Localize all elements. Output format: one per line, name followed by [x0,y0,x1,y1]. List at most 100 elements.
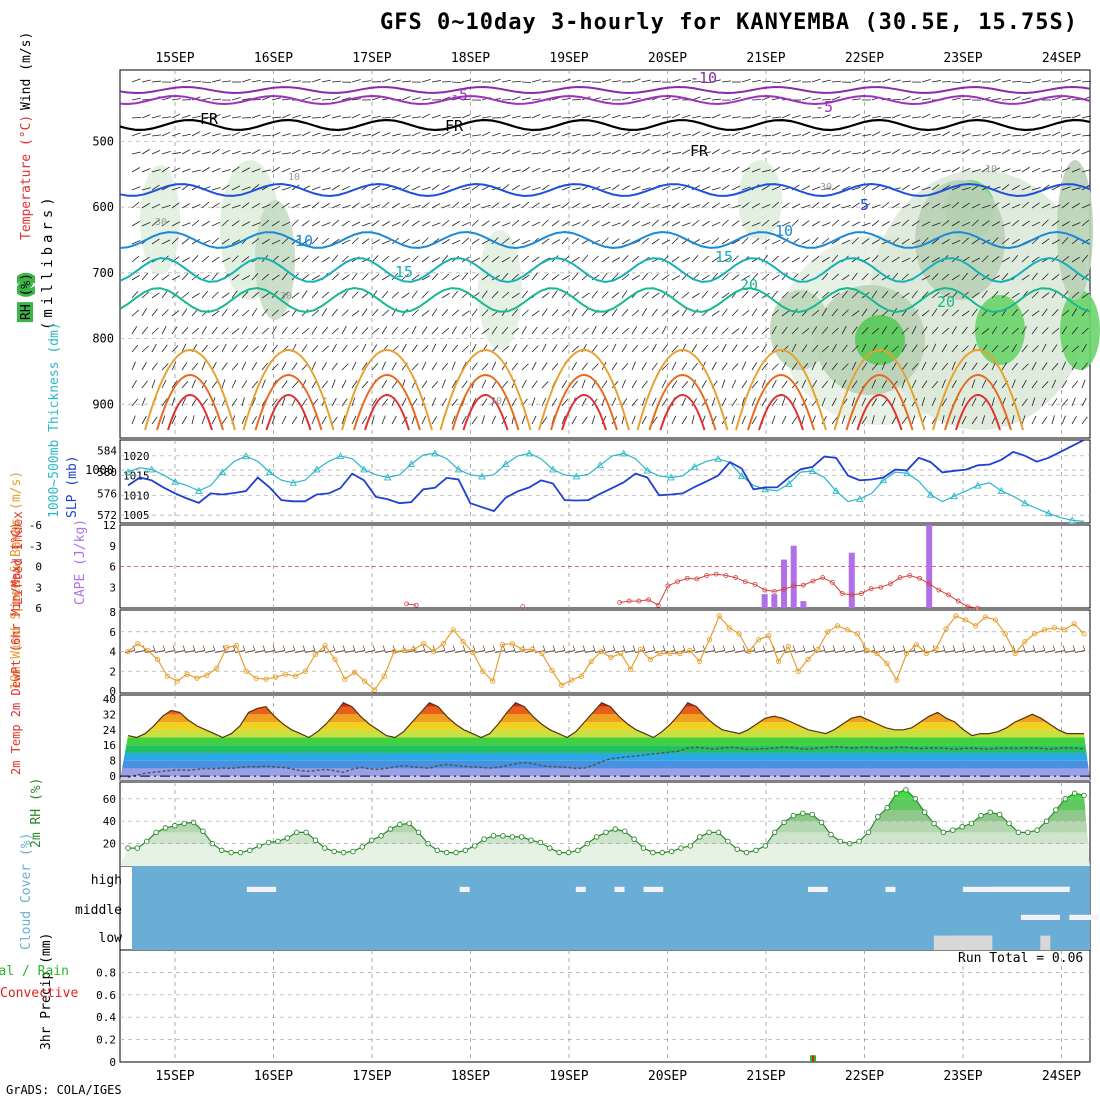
wind-barb [951,309,959,317]
wind-barb [981,204,991,209]
wind-barb [1061,221,1070,227]
wind-speed-marker [253,675,259,681]
wind-speed-marker [154,656,161,663]
wind-barb [131,221,140,227]
wind-barb [261,415,265,425]
wind-barb [1031,397,1036,407]
wind-speed-marker [1022,638,1028,645]
wind-barb-10m [762,645,766,651]
rh-marker [162,825,169,831]
temp-band [120,760,1090,769]
wind-barb [491,361,497,371]
wind-barb [171,415,177,425]
wind-barb-10m [384,650,396,653]
wind-barb-10m [902,645,906,651]
wind-barb [281,113,291,119]
wind-speed-marker [421,640,427,647]
wind-barb [191,150,201,155]
wind-barb [631,116,642,119]
thickness-marker [124,468,132,476]
wind-barb [1081,292,1090,299]
wind-barb [381,290,389,299]
wind-barb [711,345,719,353]
wind-barb [841,131,851,137]
wind-barb [341,379,347,389]
wind-barb [1031,361,1037,371]
wind-barb [941,204,951,209]
wind-barb [531,152,541,155]
wind-barb [931,397,937,407]
thickness-marker [619,449,628,457]
wind-barb [721,327,729,335]
wind-barb [1031,310,1040,317]
wind-barb [221,257,231,263]
wind-barb [781,221,791,227]
wind-barb [141,202,150,209]
wind-barb [471,308,478,317]
wind-barb [1071,168,1081,173]
wind-barb [211,345,219,353]
li-marker [723,573,729,578]
wind-barb [541,168,551,173]
wind-barb [1071,291,1080,299]
wind-barb [211,202,220,209]
wind-barb [591,116,601,119]
wind-barb [451,309,459,317]
wind-barb [481,290,488,299]
wind-speed-marker [913,641,920,648]
wind-barb [491,397,495,407]
wind-barb [481,379,487,389]
wind-barb [751,291,760,299]
wind-barb [321,237,330,245]
rh-marker [603,829,609,836]
rh-marker [359,844,366,850]
wind-speed-marker [174,678,180,684]
wind-barb [901,149,911,155]
thickness-tick-label: 580 [97,466,117,479]
wind-barb [901,257,911,263]
wind-barb [521,116,531,119]
wind-barb-10m [824,650,836,653]
wind-barb [651,308,658,317]
wind-barb [711,187,721,191]
wind-barb [911,255,919,263]
wind-barb [811,151,821,155]
rh-shading [255,200,295,320]
wind-barb [251,114,261,119]
cloud-patch-high [962,886,983,892]
wind-barb [571,187,581,191]
wind-barb-10m [704,650,716,653]
wind-barb [761,204,771,209]
wind-barb [471,115,481,119]
thickness-marker [431,449,439,457]
wind-barb [761,273,770,281]
wind-barb [501,397,506,407]
wind-barb [881,202,890,209]
wind-barb [261,219,270,227]
wind-barb [411,239,421,245]
isotherm-30 [747,374,815,431]
wind-barb-10m [484,650,496,653]
wind-barb [311,344,319,353]
wind-barb [451,81,462,84]
wind-barb-10m [732,645,736,651]
wind-barb [951,201,960,209]
wind-barb [521,274,530,281]
wind-barb [341,398,348,407]
wind-barb-10m [832,645,836,651]
wind-barb [961,114,971,119]
wind-barb-10m [192,645,196,651]
wind-barb [531,415,537,425]
wind-barb [291,134,301,137]
wind-barb-10m [592,645,596,651]
wind-barb-10m [562,645,566,651]
rh-marker [153,829,159,836]
wind-barb [1051,328,1060,335]
wind-barb [961,361,967,371]
wind-barb [441,273,450,281]
cloud-row-label-high: high [91,873,122,888]
wind-barb [671,415,677,425]
wind-barb-10m [954,650,966,653]
wind-barb [231,239,241,245]
